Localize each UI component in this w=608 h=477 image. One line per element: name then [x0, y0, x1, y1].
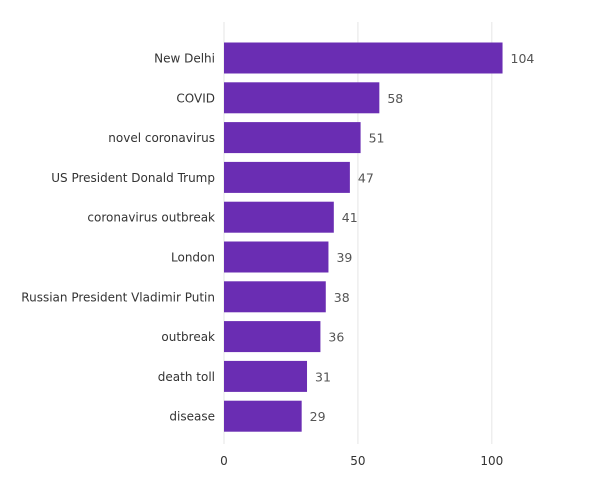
bar: [224, 122, 361, 154]
bar: [224, 161, 350, 193]
value-label: 29: [310, 409, 326, 424]
bar: [224, 201, 334, 233]
category-label: disease: [169, 410, 215, 424]
bar: [224, 360, 308, 392]
bar: [224, 281, 326, 313]
category-label: coronavirus outbreak: [87, 211, 215, 225]
bar: [224, 400, 302, 432]
value-label: 104: [511, 51, 535, 66]
bar: [224, 42, 503, 74]
x-tick-label: 0: [220, 454, 228, 468]
category-label: London: [171, 251, 215, 265]
value-label: 41: [342, 210, 358, 225]
bars: [224, 42, 503, 432]
value-label: 38: [334, 290, 350, 305]
x-tick-label: 50: [350, 454, 365, 468]
value-label: 47: [358, 170, 374, 185]
value-label: 39: [336, 250, 352, 265]
category-label: novel coronavirus: [108, 131, 215, 145]
category-label: outbreak: [161, 330, 215, 344]
value-label: 51: [369, 131, 385, 146]
bar: [224, 321, 321, 353]
value-label: 31: [315, 369, 331, 384]
bar: [224, 241, 329, 273]
category-label: New Delhi: [154, 52, 215, 66]
category-label: US President Donald Trump: [51, 171, 215, 185]
x-tick-label: 100: [480, 454, 503, 468]
value-label: 36: [328, 330, 344, 345]
category-label: COVID: [176, 91, 215, 105]
bar: [224, 82, 380, 114]
category-labels: New Delhi COVID novel coronavirus US Presid…: [21, 52, 215, 424]
x-axis-ticks: 0 50 100: [220, 454, 503, 468]
value-labels: 104 58 51 47 41 39 38 36 31 29: [310, 51, 535, 424]
category-label: death toll: [158, 370, 215, 384]
value-label: 58: [387, 91, 403, 106]
category-label: Russian President Vladimir Putin: [21, 290, 215, 304]
